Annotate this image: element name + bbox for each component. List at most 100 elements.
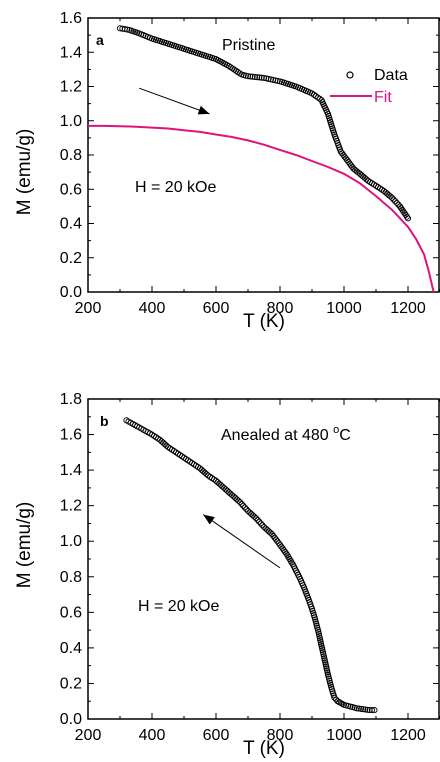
panel-b-data-marker <box>238 500 245 507</box>
panel-b-xtick-label: 800 <box>267 727 294 744</box>
panel-b-data-marker <box>246 509 253 516</box>
panel-b-data-marker <box>257 520 264 527</box>
panel-b-annotation-unit: C <box>339 427 351 444</box>
panel-b-data-point <box>148 431 156 438</box>
panel-b-data-point <box>328 683 335 691</box>
panel-b-ytick-label: 1.6 <box>60 427 82 444</box>
panel-a-data-marker <box>274 77 281 84</box>
panel-b-data-point <box>308 605 316 612</box>
panel-a-data-point <box>136 30 143 37</box>
panel-b-ytick-label: 1.8 <box>60 391 82 408</box>
panel-b-data-marker <box>235 497 242 504</box>
panel-b-data-point <box>360 706 367 713</box>
panel-b-annotation: Anealed at 480 oC <box>221 424 351 444</box>
panel-a: T (K) M (emu/g) a Pristine H = 20 kOe Da… <box>14 10 440 332</box>
panel-a-data-point <box>244 73 252 80</box>
panel-a-ylabel: M (emu/g) <box>14 129 35 216</box>
panel-a-ytick-label: 1.2 <box>60 79 82 96</box>
panel-b-data-point <box>340 701 348 708</box>
panel-a-axes-frame <box>87 17 440 293</box>
panel-a-data-point <box>225 62 232 70</box>
panel-a-data-point <box>396 203 404 210</box>
legend-fit-label: Fit <box>374 89 392 106</box>
panel-b-data-point <box>204 472 212 479</box>
panel-b-data-marker <box>240 502 247 509</box>
panel-b-data-point <box>289 561 296 568</box>
panel-a-data-point <box>364 177 372 184</box>
panel-b-data-point <box>196 465 204 472</box>
panel-b-xtick-label: 1200 <box>390 727 426 744</box>
panel-b-data-point <box>324 671 332 678</box>
panel-a-xtick-label: 1000 <box>326 300 362 317</box>
panel-a-annotation: Pristine <box>222 37 275 54</box>
panel-a-ytick-label: 0.6 <box>60 181 82 198</box>
panel-b-data-point <box>337 699 344 707</box>
panel-b-data-point <box>312 616 319 623</box>
panel-b-data-point <box>321 657 328 664</box>
panel-a-data-point <box>276 78 284 85</box>
panel-a-data-point <box>148 35 156 42</box>
panel-a-data-point <box>350 165 357 172</box>
panel-b-data-marker <box>355 705 362 712</box>
panel-b-data-marker <box>214 479 221 486</box>
panel-a-data-point <box>116 25 124 32</box>
panel-b-data-point <box>156 436 164 443</box>
panel-b-data-point <box>276 541 284 548</box>
panel-a-data-point <box>292 83 300 90</box>
panel-a-ytick-label: 0.4 <box>60 216 82 233</box>
panel-b-data-point <box>268 531 276 538</box>
panel-a-data-point <box>238 71 245 78</box>
panel-b-ytick-label: 1.2 <box>60 498 82 515</box>
panel-b-data-marker <box>259 522 266 529</box>
panel-a-data-marker <box>124 26 131 33</box>
panel-b-data-point <box>244 507 252 515</box>
panel-b-data-marker <box>227 490 234 497</box>
panel-a-data-point <box>380 187 388 195</box>
panel-a-ytick-label: 0.0 <box>60 284 82 301</box>
panel-a-label: a <box>96 32 104 48</box>
panel-b-data-point <box>164 443 172 451</box>
panel-b-xtick-label: 400 <box>139 727 166 744</box>
panel-b-label: b <box>100 413 109 429</box>
panel-b-data-point <box>129 420 136 427</box>
panel-b-data-marker <box>368 707 376 714</box>
panel-a-arrow-head <box>197 105 210 115</box>
panel-b-xtick-label: 1000 <box>326 727 362 744</box>
panel-a-ytick-label: 1.4 <box>60 44 82 61</box>
panel-b-field-label: H = 20 kOe <box>138 598 219 615</box>
panel-b-data-marker <box>222 486 229 493</box>
panel-b-data-marker <box>201 469 208 476</box>
panel-b-ytick-label: 1.4 <box>60 462 82 479</box>
panel-b-data-marker <box>203 470 210 478</box>
panel-b-ytick-label: 0.2 <box>60 675 82 692</box>
panel-b-data-marker <box>158 438 165 445</box>
panel-a-xtick-label: 200 <box>75 300 102 317</box>
panel-b-data-point <box>334 698 341 705</box>
panel-a-xtick-label: 600 <box>203 300 230 317</box>
panel-a-xtick-label: 800 <box>267 300 294 317</box>
panel-b-ytick-label: 0.8 <box>60 569 82 586</box>
panel-b-data-point <box>315 628 322 635</box>
panel-a-data-point <box>356 170 364 177</box>
panel-a-data-point <box>196 50 204 58</box>
panel-b-data-marker <box>254 516 261 523</box>
panel-b-data-marker <box>251 513 258 520</box>
panel-b-data-point <box>142 427 149 435</box>
panel-a-xtick-label: 1200 <box>390 300 426 317</box>
panel-b-data-marker <box>163 442 170 449</box>
panel-b-direction-arrow <box>202 514 281 569</box>
panel-a-data-point <box>212 56 220 63</box>
panel-a-data-marker <box>258 74 265 81</box>
panel-a-data-point <box>331 131 338 138</box>
legend-data-label: Data <box>374 67 408 84</box>
panel-b-annotation-degree: o <box>333 424 339 436</box>
panel-b-data-marker <box>230 493 237 500</box>
panel-a-data-point <box>324 110 332 117</box>
panel-a-data-marker <box>256 74 263 81</box>
panel-b-data-point <box>123 417 130 424</box>
panel-a-data-marker <box>247 73 254 80</box>
panel-a-data-marker <box>403 213 410 220</box>
panel-a-data-point <box>164 40 172 47</box>
panel-b-data-point <box>188 459 196 467</box>
panel-b-data-point <box>228 491 236 499</box>
